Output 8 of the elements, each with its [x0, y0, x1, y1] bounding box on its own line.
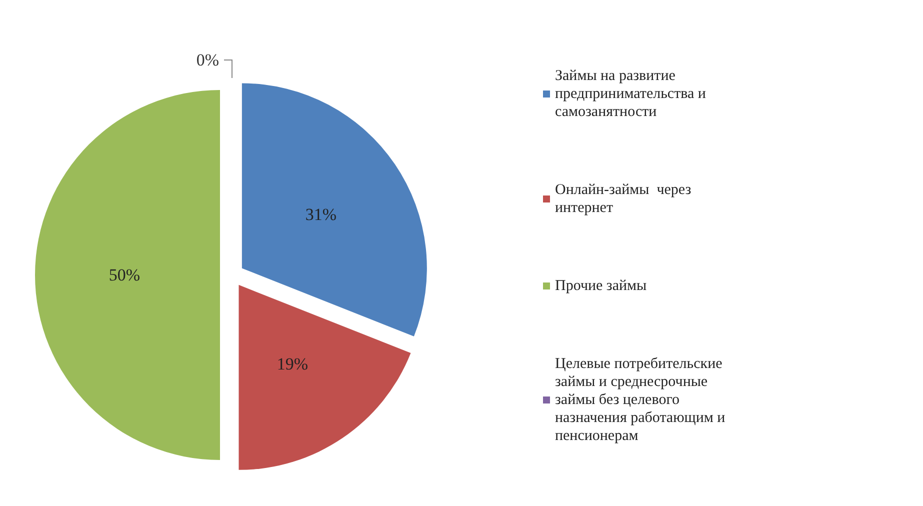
legend-label: Прочие займы — [555, 278, 647, 294]
data-label: 19% — [276, 354, 308, 374]
data-label: 31% — [305, 205, 336, 224]
legend-label: Займы на развитие предпринимательства и самозанятности — [555, 68, 710, 120]
legend-label: Целевые потребительские займы и среднесрочные займы без целевого назначения работающим и пенсионерам — [555, 356, 729, 444]
legend-label: Онлайн-займы через интернет — [555, 182, 695, 216]
text: 0% — [196, 50, 219, 70]
data-label: 50% — [108, 266, 140, 284]
